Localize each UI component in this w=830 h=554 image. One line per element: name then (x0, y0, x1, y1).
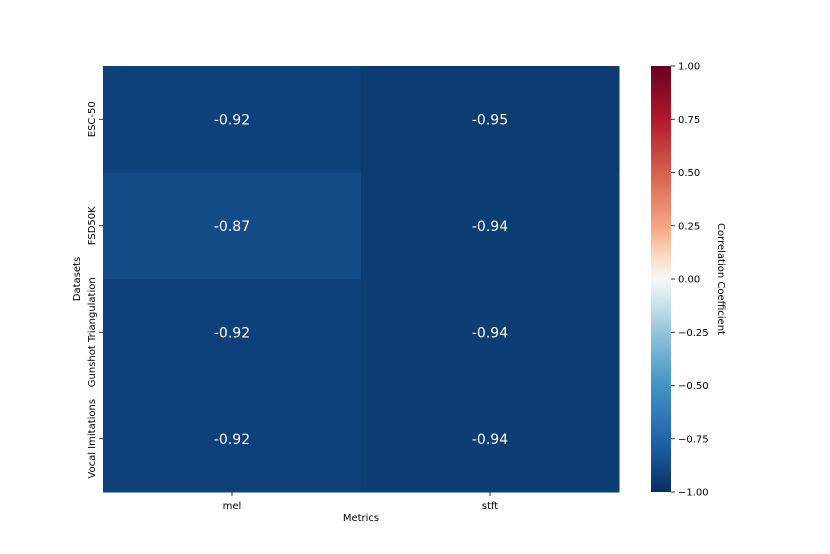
colorbar-tick-label: −1.00 (678, 488, 709, 499)
cell-value-label: -0.92 (214, 325, 250, 341)
colorbar: 1.00 0.75 0.50 0.25 0.00 −0.25 −0.50 −0.75 −1.00… (651, 62, 726, 499)
x-axis: mel stft (223, 492, 498, 512)
cell-value-label: -0.94 (472, 432, 508, 448)
heatmap-cell (361, 172, 620, 280)
colorbar-label: Correlation Coefficient (715, 223, 726, 335)
y-axis-label: Datasets (72, 257, 83, 301)
colorbar-tick-label: 0.00 (678, 275, 700, 286)
colorbar-tick-label: 0.25 (678, 221, 700, 232)
x-tick-label: stft (482, 501, 498, 512)
heatmap-annotations: -0.92 -0.95 -0.87 -0.94 -0.92 -0.94 -0.92 -0.94 (214, 112, 508, 448)
colorbar-tick-label: 0.75 (678, 115, 700, 126)
colorbar-tick-label: 0.50 (678, 168, 700, 179)
colorbar-ticks: 1.00 0.75 0.50 0.25 0.00 −0.25 −0.50 −0.75 −1.00 (671, 62, 709, 499)
cell-value-label: -0.92 (214, 432, 250, 448)
y-tick-label: Gunshot Triangulation (87, 277, 98, 387)
y-tick-label: Vocal Imitations (87, 399, 98, 479)
heatmap-cell (103, 279, 362, 386)
colorbar-gradient (651, 66, 671, 492)
heatmap-cell (361, 66, 620, 173)
x-axis-label: Metrics (343, 513, 379, 524)
cell-value-label: -0.94 (472, 325, 508, 341)
y-tick-label: ESC-50 (87, 101, 98, 137)
cell-value-label: -0.95 (472, 112, 508, 128)
cell-value-label: -0.87 (214, 219, 250, 235)
colorbar-tick-label: −0.75 (678, 434, 709, 445)
heatmap-cell (361, 385, 620, 493)
colorbar-tick-label: −0.25 (678, 328, 709, 339)
heatmap-cells (103, 66, 620, 493)
cell-value-label: -0.92 (214, 112, 250, 128)
heatmap-cell (103, 66, 362, 173)
cell-value-label: -0.94 (472, 219, 508, 235)
colorbar-tick-label: −0.50 (678, 381, 709, 392)
heatmap-cell (103, 172, 362, 280)
y-axis: ESC-50 FSD50K Gunshot Triangulation Vocal I… (87, 101, 103, 479)
x-tick-label: mel (223, 501, 242, 512)
heatmap-cell (103, 385, 362, 493)
colorbar-tick-label: 1.00 (678, 62, 700, 73)
y-tick-label: FSD50K (87, 206, 98, 245)
heatmap-cell (361, 279, 620, 386)
